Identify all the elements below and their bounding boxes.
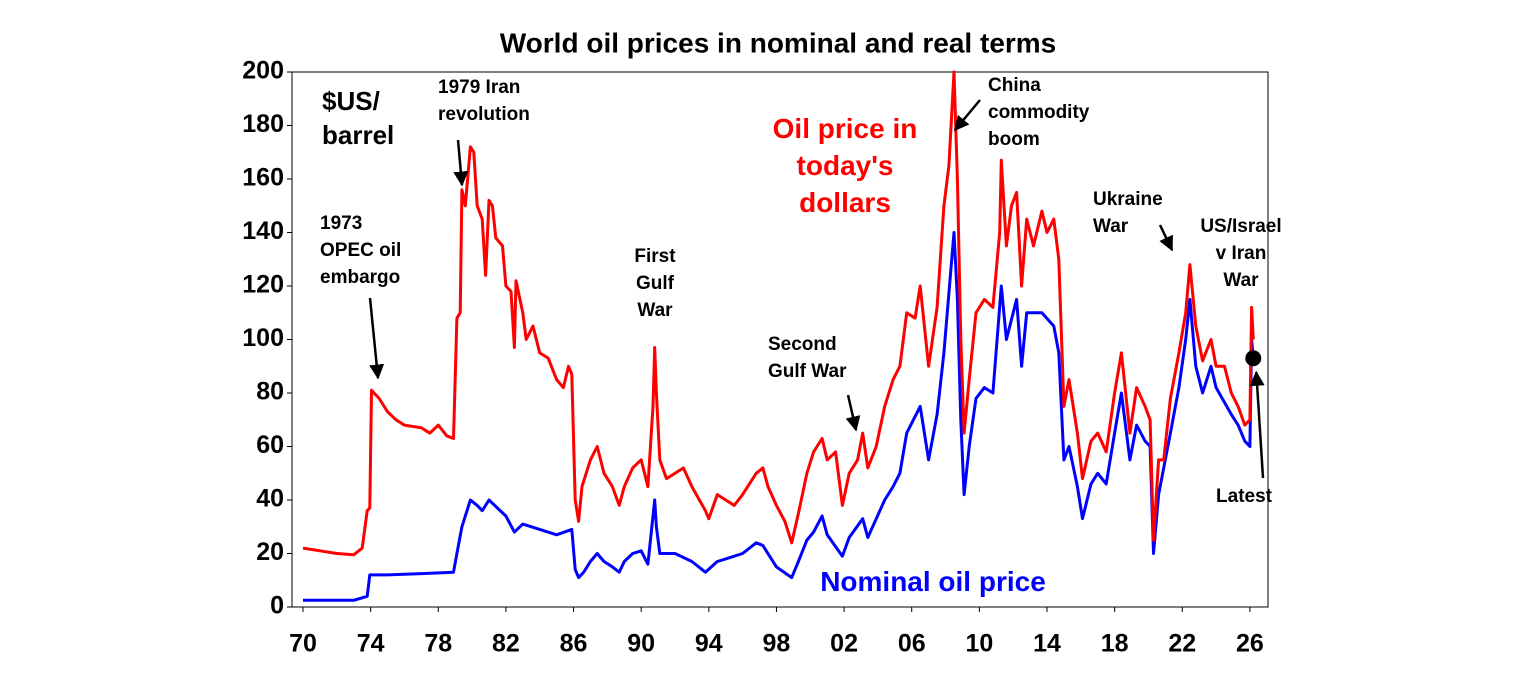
series-line xyxy=(302,70,1255,557)
annotation: v Iran xyxy=(1216,243,1267,264)
y-tick-label: 100 xyxy=(242,324,284,352)
annotation-arrow xyxy=(1249,370,1265,479)
annotation: Gulf War xyxy=(768,361,847,382)
y-tick-label: 40 xyxy=(256,485,284,513)
x-tick-label: 10 xyxy=(965,630,993,658)
annotation-arrow xyxy=(954,99,981,132)
annotation: US/Israel xyxy=(1200,216,1281,237)
x-tick-label: 78 xyxy=(424,630,452,658)
y-tick-label: 180 xyxy=(242,110,284,138)
annotation: China xyxy=(988,75,1041,96)
y-tick-label: 120 xyxy=(242,271,284,299)
y-tick-label: 200 xyxy=(242,57,284,85)
y-tick-label: 0 xyxy=(270,592,284,620)
annotation: Second xyxy=(768,334,837,355)
series-label: Oil price in today's dollars xyxy=(772,113,918,218)
x-tick-label: 74 xyxy=(357,630,385,658)
annotation: War xyxy=(637,300,673,321)
annotation-arrow xyxy=(368,297,385,380)
x-tick-label: 90 xyxy=(627,630,655,658)
annotation: OPEC oil xyxy=(320,240,401,261)
y-tick-label: 140 xyxy=(242,217,284,245)
x-tick-label: 94 xyxy=(695,630,723,658)
annotation: Latest xyxy=(1216,486,1273,507)
annotation-arrow xyxy=(1158,224,1174,252)
y-tick-label: 160 xyxy=(242,164,284,192)
y-axis-label: barrel xyxy=(322,120,394,150)
x-tick-label: 26 xyxy=(1236,630,1264,658)
x-tick-label: 06 xyxy=(898,630,926,658)
series-line xyxy=(303,231,1255,602)
y-tick-label: 60 xyxy=(256,431,284,459)
x-tick-label: 02 xyxy=(830,630,858,658)
x-tick-label: 98 xyxy=(763,630,791,658)
annotation: commodity xyxy=(988,102,1090,123)
annotation: War xyxy=(1223,270,1259,291)
annotation: boom xyxy=(988,129,1040,150)
annotation: 1979 Iran xyxy=(438,77,520,98)
annotation: First xyxy=(634,246,676,267)
x-tick-label: 82 xyxy=(492,630,520,658)
x-tick-label: 70 xyxy=(289,630,317,658)
x-tick-label: 22 xyxy=(1168,630,1196,658)
annotation: Gulf xyxy=(636,273,675,294)
x-tick-label: 18 xyxy=(1101,630,1129,658)
annotation-arrow xyxy=(453,139,469,187)
annotation: War xyxy=(1093,216,1129,237)
series-label-box: Oil price in today's dollars xyxy=(772,113,918,218)
y-tick-label: 20 xyxy=(256,538,284,566)
x-tick-label: 14 xyxy=(1033,630,1061,658)
annotation: revolution xyxy=(438,104,530,125)
series-label-box: Nominal oil price xyxy=(820,566,1046,597)
annotation: embargo xyxy=(320,267,400,288)
annotation-arrow xyxy=(845,394,861,432)
annotation: Ukraine xyxy=(1093,189,1163,210)
y-axis-label: $US/ xyxy=(322,86,380,116)
x-tick-label: 86 xyxy=(560,630,588,658)
series-label: Nominal oil price xyxy=(820,566,1046,597)
annotation: 1973 xyxy=(320,213,362,234)
y-tick-label: 80 xyxy=(256,378,284,406)
latest-point xyxy=(1245,350,1262,367)
chart-title: World oil prices in nominal and real ter… xyxy=(500,27,1057,58)
